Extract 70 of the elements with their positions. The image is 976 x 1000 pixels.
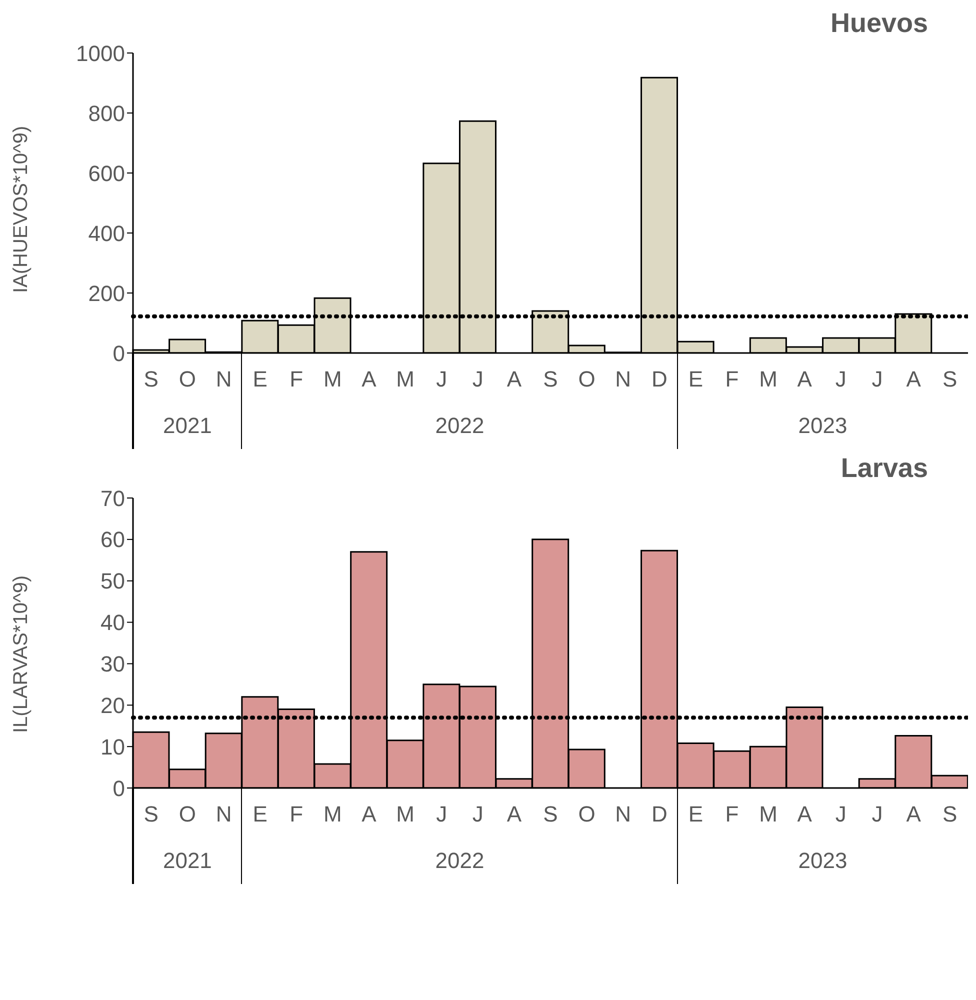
x-tick-label: S	[144, 366, 158, 392]
x-tick-label: D	[651, 366, 668, 392]
x-tick-label: A	[797, 802, 812, 827]
x-tick-label: J	[436, 802, 448, 827]
y-tick-label: 50	[100, 568, 125, 594]
y-tick-label: 30	[100, 652, 125, 677]
x-tick-label: N	[615, 366, 632, 392]
x-tick-label: F	[290, 366, 304, 392]
x-tick-label: M	[759, 366, 778, 392]
x-tick-label: D	[651, 802, 668, 827]
y-tick-label: 20	[100, 692, 125, 718]
x-tick-label: S	[543, 802, 558, 827]
x-tick-label: F	[725, 366, 739, 392]
y-tick-label: 400	[88, 220, 125, 246]
x-tick-label: J	[872, 366, 883, 392]
y-tick-label: 200	[88, 280, 125, 306]
x-tick-label: J	[436, 366, 448, 392]
x-tick-label: M	[759, 802, 778, 827]
text: 2021	[162, 413, 213, 439]
y-axis-title: IA(HUEVOS*10^9)	[10, 126, 32, 293]
x-tick-label: E	[688, 366, 704, 392]
x-tick-label: E	[688, 802, 704, 827]
text: 2021	[162, 848, 213, 874]
x-tick-label: O	[178, 366, 196, 392]
x-tick-label: S	[942, 802, 958, 827]
x-tick-label: F	[725, 802, 739, 827]
x-tick-label: S	[543, 366, 558, 392]
y-tick-label: 70	[100, 486, 125, 511]
x-tick-label: A	[797, 366, 812, 392]
x-tick-label: J	[835, 366, 846, 392]
x-tick-label: A	[906, 366, 922, 392]
x-tick-label: J	[872, 802, 883, 827]
y-tick-label: 600	[88, 160, 125, 186]
x-tick-label: N	[216, 802, 232, 827]
x-tick-label: A	[906, 802, 922, 827]
x-tick-label: A	[362, 802, 377, 827]
x-tick-label: S	[144, 802, 158, 827]
y-tick-label: 800	[88, 100, 125, 126]
x-tick-label: A	[506, 366, 522, 392]
x-tick-label: E	[252, 366, 268, 392]
text: 2022	[434, 413, 486, 439]
text: 2023	[797, 848, 848, 874]
text: 2023	[797, 413, 848, 439]
x-tick-label: J	[835, 802, 846, 827]
y-tick-label: 0	[112, 340, 125, 366]
x-tick-label: S	[942, 366, 958, 392]
y-axis-title: IL(LARVAS*10^9)	[10, 575, 32, 733]
x-tick-label: E	[252, 802, 268, 827]
x-tick-label: F	[290, 802, 304, 827]
x-tick-label: A	[362, 366, 377, 392]
text: 2022	[434, 848, 486, 874]
x-tick-label: J	[472, 802, 484, 827]
x-tick-label: O	[178, 802, 196, 827]
x-tick-label: J	[472, 366, 484, 392]
x-tick-label: O	[578, 802, 596, 827]
x-tick-label: N	[615, 802, 632, 827]
y-tick-label: 0	[112, 776, 125, 801]
x-tick-label: M	[396, 366, 414, 392]
chart-title: Huevos	[830, 8, 928, 38]
x-tick-label: M	[396, 802, 414, 827]
y-tick-label: 60	[100, 527, 125, 552]
x-tick-label: M	[324, 802, 342, 827]
x-tick-label: N	[216, 366, 232, 392]
y-tick-label: 1000	[76, 40, 125, 66]
y-tick-label: 10	[100, 734, 125, 760]
chart-title: Larvas	[840, 453, 928, 483]
x-tick-label: A	[506, 802, 522, 827]
x-tick-label: O	[578, 366, 596, 392]
x-tick-label: M	[324, 366, 342, 392]
y-tick-label: 40	[100, 610, 125, 636]
